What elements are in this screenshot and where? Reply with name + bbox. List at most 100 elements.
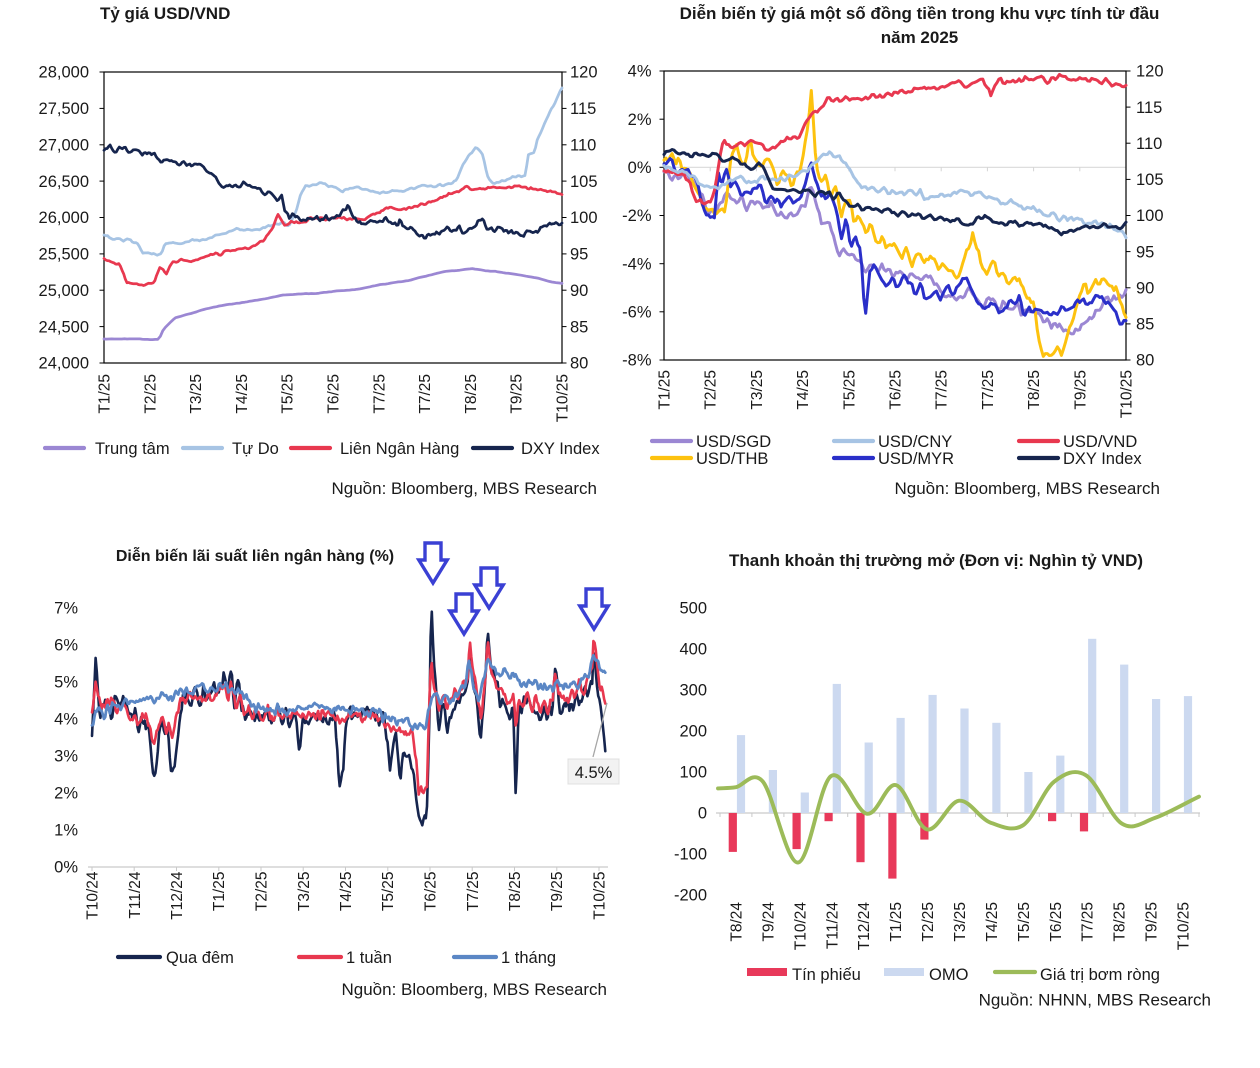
svg-text:Trung tâm: Trung tâm bbox=[95, 440, 170, 458]
svg-text:T10/24: T10/24 bbox=[792, 902, 809, 951]
svg-text:T11/24: T11/24 bbox=[824, 902, 841, 949]
svg-text:0: 0 bbox=[698, 805, 707, 823]
svg-text:Qua đêm: Qua đêm bbox=[166, 949, 234, 967]
svg-text:28,000: 28,000 bbox=[39, 64, 89, 82]
svg-text:7%: 7% bbox=[54, 600, 78, 618]
svg-text:USD/MYR: USD/MYR bbox=[878, 450, 954, 468]
svg-text:T10/24: T10/24 bbox=[85, 871, 102, 920]
svg-text:26,000: 26,000 bbox=[39, 209, 89, 227]
svg-text:T8/25: T8/25 bbox=[507, 872, 524, 912]
svg-text:năm 2025: năm 2025 bbox=[881, 28, 959, 47]
svg-text:T7/25: T7/25 bbox=[934, 370, 951, 410]
svg-text:2%: 2% bbox=[628, 111, 652, 129]
svg-text:T3/25: T3/25 bbox=[296, 872, 313, 912]
svg-text:80: 80 bbox=[1136, 352, 1154, 370]
svg-text:1 tháng: 1 tháng bbox=[501, 949, 556, 967]
svg-text:T2/25: T2/25 bbox=[703, 370, 720, 410]
svg-text:T6/25: T6/25 bbox=[326, 374, 343, 414]
svg-text:115: 115 bbox=[1136, 99, 1162, 117]
svg-text:Giá trị bơm ròng: Giá trị bơm ròng bbox=[1040, 966, 1160, 984]
svg-text:T4/25: T4/25 bbox=[234, 374, 251, 414]
svg-text:90: 90 bbox=[570, 282, 588, 300]
svg-text:500: 500 bbox=[679, 600, 707, 618]
svg-text:T5/25: T5/25 bbox=[1016, 902, 1033, 942]
svg-text:T7/25: T7/25 bbox=[465, 872, 482, 912]
svg-text:T8/24: T8/24 bbox=[729, 902, 746, 942]
svg-text:T9/25: T9/25 bbox=[509, 374, 526, 414]
svg-text:T2/25: T2/25 bbox=[254, 872, 271, 912]
svg-text:25,500: 25,500 bbox=[39, 246, 89, 264]
svg-text:1%: 1% bbox=[54, 822, 78, 840]
svg-text:-2%: -2% bbox=[622, 207, 652, 225]
svg-text:T3/25: T3/25 bbox=[952, 902, 969, 942]
svg-text:5%: 5% bbox=[54, 674, 78, 692]
svg-text:Nguồn: NHNN, MBS Research: Nguồn: NHNN, MBS Research bbox=[979, 991, 1211, 1010]
svg-text:T6/25: T6/25 bbox=[1048, 902, 1065, 942]
svg-text:110: 110 bbox=[570, 136, 596, 154]
svg-text:Thanh khoản thị trường mở (Đơn: Thanh khoản thị trường mở (Đơn vị: Nghìn… bbox=[729, 551, 1143, 570]
svg-text:25,000: 25,000 bbox=[39, 282, 89, 300]
svg-text:T7/25: T7/25 bbox=[980, 370, 997, 410]
svg-text:Tự Do: Tự Do bbox=[232, 440, 279, 458]
svg-text:27,500: 27,500 bbox=[39, 100, 89, 118]
svg-text:24,500: 24,500 bbox=[39, 318, 89, 336]
svg-text:2%: 2% bbox=[54, 785, 78, 803]
svg-text:4%: 4% bbox=[628, 63, 652, 81]
svg-text:4.5%: 4.5% bbox=[575, 764, 613, 782]
svg-text:26,500: 26,500 bbox=[39, 173, 89, 191]
svg-text:USD/THB: USD/THB bbox=[696, 450, 768, 468]
svg-text:T1/25: T1/25 bbox=[97, 374, 114, 414]
svg-text:0%: 0% bbox=[628, 159, 652, 177]
svg-text:T10/25: T10/25 bbox=[555, 374, 572, 422]
svg-text:105: 105 bbox=[570, 173, 598, 191]
svg-text:105: 105 bbox=[1136, 171, 1164, 189]
svg-text:T2/25: T2/25 bbox=[920, 902, 937, 942]
svg-text:24,000: 24,000 bbox=[39, 355, 89, 373]
svg-text:4%: 4% bbox=[54, 711, 78, 729]
svg-text:T4/25: T4/25 bbox=[795, 370, 812, 410]
svg-text:T12/24: T12/24 bbox=[169, 871, 186, 920]
svg-text:T9/25: T9/25 bbox=[1072, 370, 1089, 410]
svg-text:T9/25: T9/25 bbox=[549, 872, 566, 912]
svg-text:T1/25: T1/25 bbox=[888, 902, 905, 942]
svg-text:100: 100 bbox=[570, 209, 598, 227]
svg-text:USD/CNY: USD/CNY bbox=[878, 433, 952, 451]
svg-text:100: 100 bbox=[679, 764, 707, 782]
svg-text:T5/25: T5/25 bbox=[380, 872, 397, 912]
svg-text:T8/25: T8/25 bbox=[1026, 370, 1043, 410]
svg-text:85: 85 bbox=[1136, 316, 1154, 334]
svg-text:400: 400 bbox=[679, 641, 707, 659]
svg-text:T10/25: T10/25 bbox=[1119, 370, 1136, 418]
svg-text:1 tuần: 1 tuần bbox=[346, 949, 392, 967]
svg-text:DXY Index: DXY Index bbox=[521, 440, 600, 458]
svg-text:T4/25: T4/25 bbox=[338, 872, 355, 912]
svg-text:0%: 0% bbox=[54, 859, 78, 877]
svg-text:T5/25: T5/25 bbox=[280, 374, 297, 414]
svg-text:200: 200 bbox=[679, 723, 707, 741]
svg-text:Nguồn: Bloomberg, MBS Research: Nguồn: Bloomberg, MBS Research bbox=[894, 479, 1160, 498]
svg-text:T7/25: T7/25 bbox=[1080, 902, 1097, 942]
svg-text:Nguồn: Bloomberg, MBS Research: Nguồn: Bloomberg, MBS Research bbox=[341, 980, 607, 999]
svg-text:T3/25: T3/25 bbox=[188, 374, 205, 414]
svg-text:T7/25: T7/25 bbox=[371, 374, 388, 414]
svg-text:OMO: OMO bbox=[929, 966, 969, 984]
svg-text:T8/25: T8/25 bbox=[463, 374, 480, 414]
svg-text:T1/25: T1/25 bbox=[657, 370, 674, 410]
svg-text:T2/25: T2/25 bbox=[142, 374, 159, 414]
svg-text:DXY Index: DXY Index bbox=[1063, 450, 1142, 468]
svg-text:80: 80 bbox=[570, 355, 588, 373]
svg-text:Tín phiếu: Tín phiếu bbox=[792, 966, 861, 984]
svg-text:T5/25: T5/25 bbox=[841, 370, 858, 410]
svg-text:T1/25: T1/25 bbox=[211, 872, 228, 912]
svg-text:-6%: -6% bbox=[622, 304, 652, 322]
svg-text:100: 100 bbox=[1136, 207, 1164, 225]
svg-text:120: 120 bbox=[1136, 63, 1164, 81]
svg-text:6%: 6% bbox=[54, 637, 78, 655]
svg-text:95: 95 bbox=[570, 246, 588, 264]
svg-text:115: 115 bbox=[570, 100, 596, 118]
svg-text:T9/24: T9/24 bbox=[760, 902, 777, 942]
svg-text:T3/25: T3/25 bbox=[749, 370, 766, 410]
svg-text:T7/25: T7/25 bbox=[417, 374, 434, 414]
svg-text:Nguồn: Bloomberg, MBS Research: Nguồn: Bloomberg, MBS Research bbox=[331, 479, 597, 498]
svg-text:T12/24: T12/24 bbox=[856, 902, 873, 951]
